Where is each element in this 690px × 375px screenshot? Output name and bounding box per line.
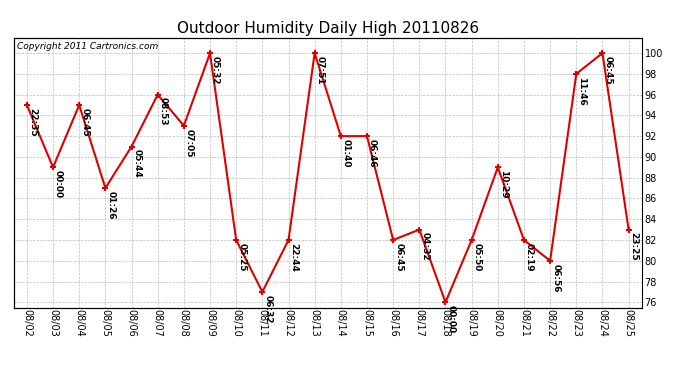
Text: 07:51: 07:51 (316, 56, 325, 84)
Text: 06:45: 06:45 (394, 243, 403, 272)
Text: 01:40: 01:40 (342, 139, 351, 167)
Text: 01:26: 01:26 (106, 191, 115, 219)
Text: Copyright 2011 Cartronics.com: Copyright 2011 Cartronics.com (17, 42, 158, 51)
Text: 06:56: 06:56 (551, 264, 560, 292)
Text: 05:50: 05:50 (473, 243, 482, 271)
Text: 05:44: 05:44 (132, 149, 141, 178)
Text: 02:19: 02:19 (525, 243, 534, 272)
Text: 00:00: 00:00 (446, 305, 455, 333)
Text: 05:25: 05:25 (237, 243, 246, 271)
Title: Outdoor Humidity Daily High 20110826: Outdoor Humidity Daily High 20110826 (177, 21, 479, 36)
Text: 05:32: 05:32 (211, 56, 220, 84)
Text: 06:45: 06:45 (80, 108, 89, 136)
Text: 10:29: 10:29 (499, 170, 508, 199)
Text: 07:05: 07:05 (185, 129, 194, 157)
Text: 08:53: 08:53 (159, 98, 168, 126)
Text: 23:25: 23:25 (630, 232, 639, 261)
Text: 06:32: 06:32 (264, 295, 273, 323)
Text: 22:35: 22:35 (28, 108, 37, 136)
Text: 11:46: 11:46 (578, 76, 586, 105)
Text: 00:00: 00:00 (54, 170, 63, 198)
Text: 04:32: 04:32 (420, 232, 429, 261)
Text: 22:44: 22:44 (290, 243, 299, 272)
Text: 06:46: 06:46 (368, 139, 377, 168)
Text: 06:45: 06:45 (604, 56, 613, 84)
